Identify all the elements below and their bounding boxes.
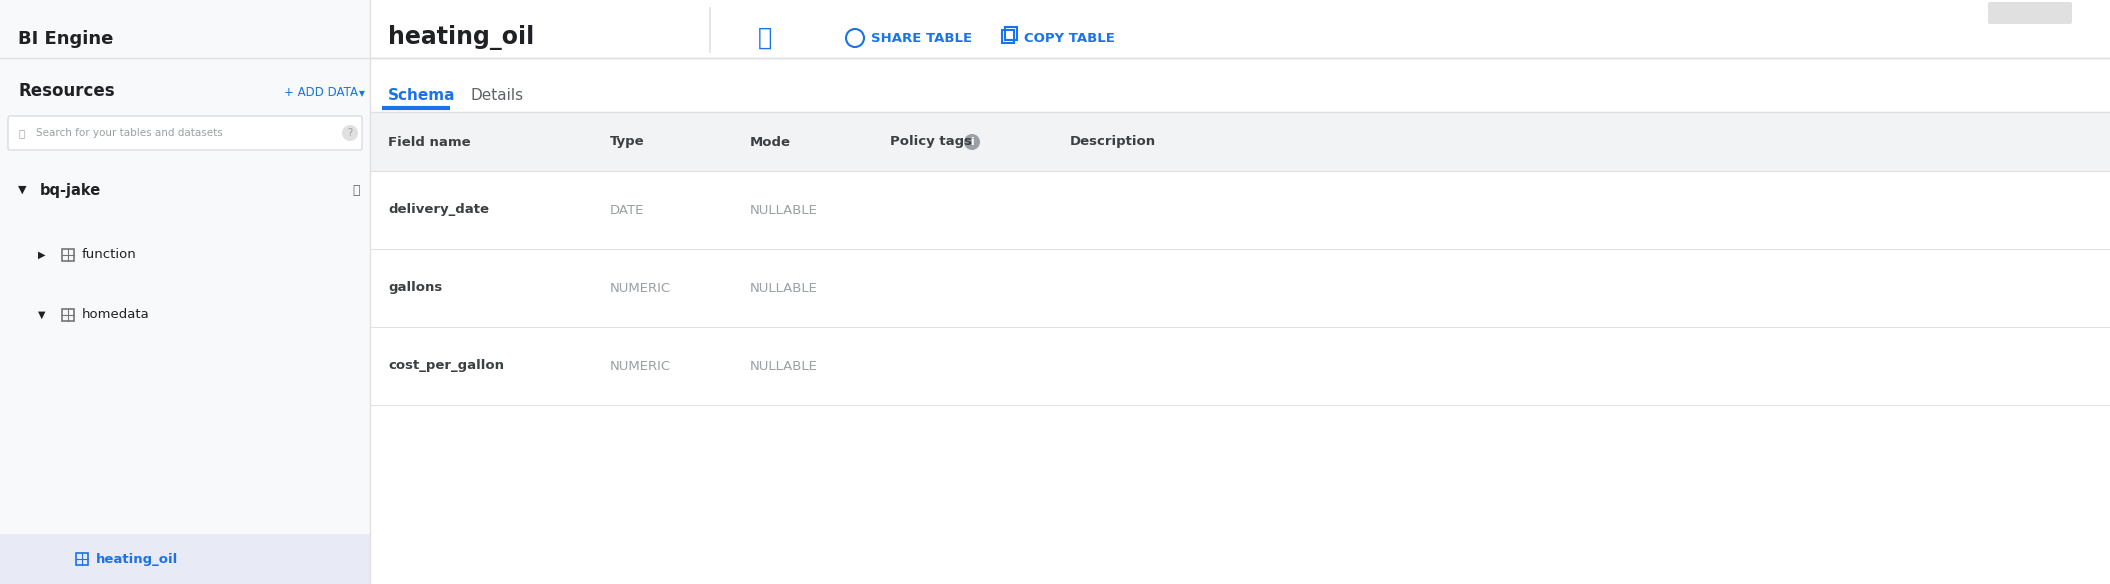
Text: Schema: Schema [388,88,456,103]
Bar [0,534,369,584]
Text: Mode: Mode [749,135,791,148]
FancyBboxPatch shape [8,116,363,150]
Text: Type: Type [610,135,646,148]
Text: ▾: ▾ [359,86,365,99]
Text: NUMERIC: NUMERIC [610,360,671,373]
Text: ▼: ▼ [38,310,46,320]
Text: ▶: ▶ [38,250,46,260]
Text: NULLABLE: NULLABLE [749,281,819,294]
Text: DATE: DATE [610,203,644,217]
Text: Details: Details [471,88,523,103]
Text: NULLABLE: NULLABLE [749,360,819,373]
FancyBboxPatch shape [1988,2,2072,24]
Text: + ADD DATA: + ADD DATA [285,86,359,99]
Text: bq-jake: bq-jake [40,182,101,197]
Text: Search for your tables and datasets: Search for your tables and datasets [36,128,224,138]
Text: 🔍: 🔍 [19,128,25,138]
Text: homedata: homedata [82,308,150,322]
Text: COPY TABLE: COPY TABLE [1023,32,1114,44]
Text: i: i [971,137,975,147]
Bar [369,113,2110,171]
Text: SHARE TABLE: SHARE TABLE [871,32,973,44]
Text: Description: Description [1070,135,1156,148]
Text: Policy tags: Policy tags [890,135,973,148]
Text: Field name: Field name [388,135,471,148]
Text: Resources: Resources [19,82,114,100]
Text: heating_oil: heating_oil [388,26,534,50]
Text: ?: ? [348,128,352,138]
Text: 📌: 📌 [352,183,359,196]
Text: delivery_date: delivery_date [388,203,490,217]
Text: cost_per_gallon: cost_per_gallon [388,360,504,373]
Text: heating_oil: heating_oil [95,552,177,565]
Text: function: function [82,249,137,262]
Text: ⦾: ⦾ [757,26,772,50]
Text: BI Engine: BI Engine [19,30,114,48]
Circle shape [342,125,359,141]
Text: gallons: gallons [388,281,443,294]
Text: ▼: ▼ [19,185,27,195]
Circle shape [964,134,979,150]
Text: NULLABLE: NULLABLE [749,203,819,217]
Text: NUMERIC: NUMERIC [610,281,671,294]
Bar [0,0,369,584]
